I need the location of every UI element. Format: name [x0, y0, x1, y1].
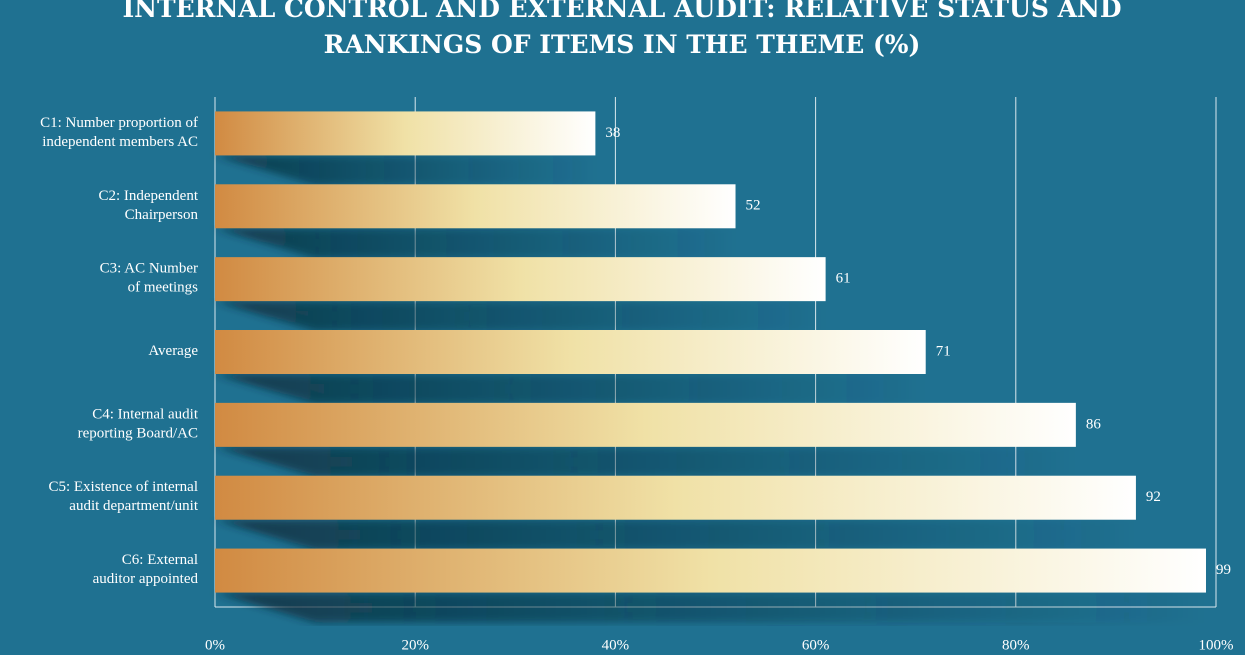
bar [215, 111, 596, 156]
x-tick-label: 0% [205, 637, 225, 653]
bar-shadow [215, 446, 1076, 477]
bar [215, 184, 736, 229]
bar-shadow [215, 519, 1136, 550]
bar [215, 402, 1076, 447]
x-tick-label: 40% [602, 637, 630, 653]
y-tick-label: C5: Existence of internal audit departmen… [48, 480, 198, 515]
value-label: 71 [936, 343, 951, 359]
value-label: 61 [836, 271, 851, 287]
y-tick-label: C1: Number proportion of independent memb… [40, 115, 198, 150]
x-tick-label: 20% [401, 637, 429, 653]
bar-shadow [215, 155, 596, 186]
value-label: 52 [746, 198, 761, 214]
x-tick-label: 60% [802, 637, 830, 653]
chart-title: INTERNAL CONTROL AND EXTERNAL AUDIT: REL… [122, 0, 1121, 59]
y-tick-label: Average [148, 343, 198, 359]
y-tick-label: C6: External auditor appointed [93, 553, 199, 588]
y-tick-label: C2: Independent Chairperson [98, 188, 198, 223]
value-label: 38 [605, 125, 620, 141]
value-label: 99 [1216, 562, 1231, 578]
y-tick-label: C3: AC Number of meetings [100, 261, 199, 296]
bar [215, 475, 1136, 520]
bar-shadow [215, 374, 926, 404]
bar [215, 257, 826, 302]
value-label: 92 [1146, 489, 1161, 505]
bar-shadow [215, 228, 736, 259]
x-tick-label: 80% [1002, 637, 1030, 653]
bar [215, 330, 926, 374]
bar-shadow [215, 592, 1206, 623]
value-label: 86 [1086, 416, 1102, 432]
x-tick-label: 100% [1199, 637, 1234, 653]
bar-shadow [215, 301, 826, 332]
y-tick-label: C4: Internal audit reporting Board/AC [78, 407, 199, 442]
bar [215, 548, 1206, 593]
